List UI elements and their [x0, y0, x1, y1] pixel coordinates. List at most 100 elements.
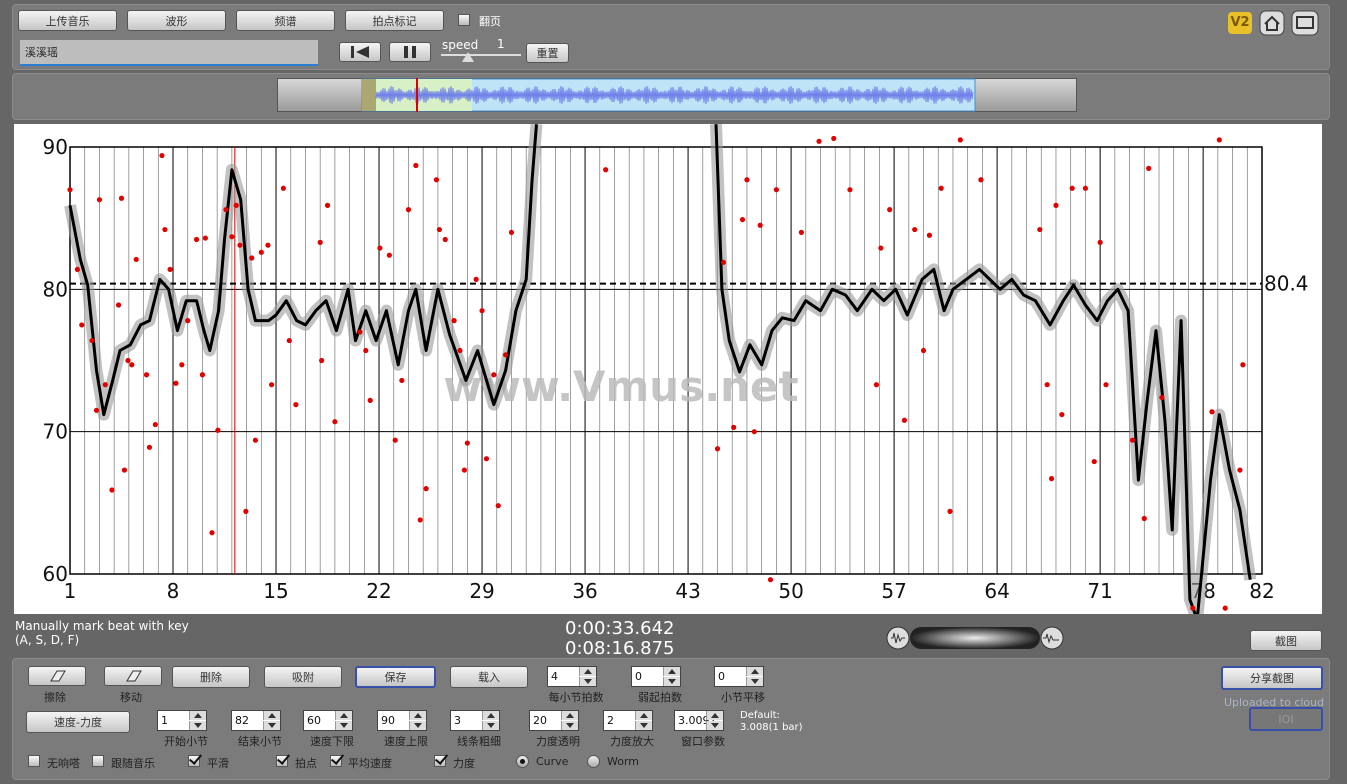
- spin-down[interactable]: [189, 721, 206, 730]
- spin-up[interactable]: [706, 711, 723, 720]
- action-button[interactable]: 保存: [355, 666, 436, 688]
- spinner[interactable]: 2: [603, 710, 653, 731]
- beat-point: [816, 138, 822, 144]
- spinner-value[interactable]: 90: [381, 714, 395, 727]
- checkbox[interactable]: [92, 755, 104, 767]
- page-turn-checkbox[interactable]: [458, 14, 470, 26]
- beat-point: [1237, 467, 1243, 473]
- beat-point: [1044, 382, 1050, 388]
- radio[interactable]: [516, 755, 529, 768]
- volume-control[interactable]: [886, 625, 1064, 651]
- spin-up[interactable]: [663, 667, 680, 676]
- slider-thumb[interactable]: [462, 52, 474, 63]
- spinner[interactable]: 90: [377, 710, 427, 731]
- checkbox[interactable]: [330, 755, 342, 767]
- toolbar-button[interactable]: 频谱: [236, 10, 335, 31]
- spinner[interactable]: 3: [450, 710, 500, 731]
- beat-point: [457, 347, 463, 354]
- spinner[interactable]: 3.0091: [674, 710, 724, 731]
- spin-down[interactable]: [579, 677, 596, 686]
- spinner[interactable]: 0: [714, 666, 764, 687]
- spinner-label: 开始小节: [164, 735, 208, 748]
- upload-status: Uploaded to cloud: [1224, 696, 1325, 709]
- toolbar-button[interactable]: 拍点标记: [345, 10, 444, 31]
- waveform-overview[interactable]: [277, 78, 1077, 112]
- pause-button[interactable]: [389, 42, 431, 62]
- beat-point: [436, 226, 442, 233]
- beat-point: [237, 242, 243, 248]
- spinner[interactable]: 82: [231, 710, 281, 731]
- beat-point: [433, 177, 440, 183]
- spin-down[interactable]: [263, 721, 280, 730]
- song-field[interactable]: 溪溪瑶: [20, 40, 318, 66]
- spin-down[interactable]: [409, 721, 426, 730]
- tool-button[interactable]: [28, 666, 86, 686]
- version-badge[interactable]: V2: [1228, 12, 1252, 34]
- share-button[interactable]: 分享截图: [1221, 666, 1323, 690]
- beat-point: [461, 467, 467, 473]
- spin-down[interactable]: [706, 721, 723, 730]
- spin-down[interactable]: [561, 721, 578, 730]
- spinner-value[interactable]: 0: [718, 670, 725, 683]
- beat-point: [957, 137, 963, 143]
- spin-down[interactable]: [663, 677, 680, 686]
- spinner-value[interactable]: 2: [607, 714, 614, 727]
- tempo-chart[interactable]: 1 8 15 22 29 36 43 50 57 64 71 78 8260708090www.Vmus…: [14, 124, 1322, 614]
- reset-button[interactable]: 重置: [526, 43, 569, 63]
- checkbox[interactable]: [276, 755, 288, 767]
- beat-point: [377, 245, 383, 251]
- beat-point: [193, 236, 200, 243]
- spin-up[interactable]: [409, 711, 426, 720]
- spin-up[interactable]: [263, 711, 280, 720]
- spin-up[interactable]: [746, 667, 763, 676]
- screenshot-button[interactable]: 截图: [1250, 630, 1322, 651]
- spinner[interactable]: 4: [547, 666, 597, 687]
- spinner[interactable]: 20: [529, 710, 579, 731]
- spinner-value[interactable]: 1: [161, 714, 168, 727]
- tool-button[interactable]: [104, 666, 162, 686]
- spin-down[interactable]: [482, 721, 499, 730]
- y-tick-label: 90: [43, 135, 68, 159]
- action-button[interactable]: 吸附: [264, 666, 342, 688]
- beat-point: [901, 417, 908, 423]
- beat-point: [74, 266, 80, 273]
- beat-point: [185, 318, 191, 324]
- checkbox[interactable]: [434, 755, 446, 767]
- beat-point: [233, 202, 239, 208]
- toolbar-button[interactable]: 上传音乐: [18, 10, 117, 31]
- spin-down[interactable]: [635, 721, 652, 730]
- spin-up[interactable]: [189, 711, 206, 720]
- action-button[interactable]: 载入: [450, 666, 528, 688]
- beat-point: [269, 382, 275, 388]
- beat-point: [67, 187, 73, 193]
- speed-slider[interactable]: [441, 54, 521, 56]
- ioi-button[interactable]: IOI: [1249, 707, 1323, 731]
- spin-up[interactable]: [482, 711, 499, 720]
- checkbox[interactable]: [188, 755, 200, 767]
- rewind-button[interactable]: [339, 42, 381, 62]
- spinner-value[interactable]: 0: [635, 670, 642, 683]
- beat-point: [720, 259, 726, 265]
- spinner[interactable]: 1: [157, 710, 207, 731]
- spin-down[interactable]: [746, 677, 763, 686]
- spinner-value[interactable]: 3: [454, 714, 461, 727]
- beat-point: [1082, 185, 1089, 191]
- mode-button[interactable]: 速度-力度: [26, 711, 130, 733]
- radio[interactable]: [587, 755, 600, 768]
- spinner-value[interactable]: 60: [307, 714, 321, 727]
- beat-point: [767, 577, 774, 583]
- action-button[interactable]: 删除: [172, 666, 250, 688]
- spinner-value[interactable]: 20: [533, 714, 547, 727]
- spin-down[interactable]: [335, 721, 352, 730]
- spin-up[interactable]: [579, 667, 596, 676]
- spinner-value[interactable]: 4: [551, 670, 558, 683]
- checkbox[interactable]: [28, 755, 40, 767]
- spinner[interactable]: 0: [631, 666, 681, 687]
- spinner[interactable]: 60: [303, 710, 353, 731]
- spin-up[interactable]: [335, 711, 352, 720]
- spin-up[interactable]: [635, 711, 652, 720]
- toolbar-button[interactable]: 波形: [127, 10, 226, 31]
- beat-point: [831, 135, 837, 142]
- spin-up[interactable]: [561, 711, 578, 720]
- spinner-value[interactable]: 82: [235, 714, 249, 727]
